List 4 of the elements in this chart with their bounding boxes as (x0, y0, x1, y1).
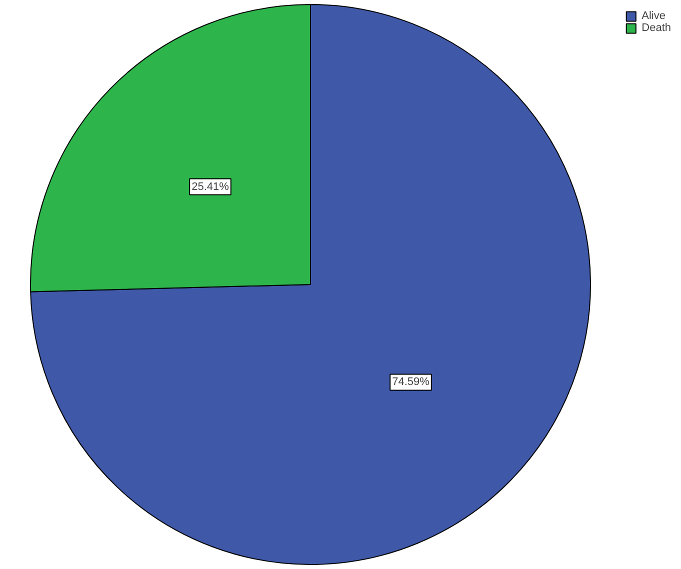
legend-label: Death (642, 22, 671, 34)
data-label: 74.59% (392, 376, 430, 388)
data-label: 25.41% (192, 180, 230, 193)
legend-label: Alive (642, 10, 666, 22)
